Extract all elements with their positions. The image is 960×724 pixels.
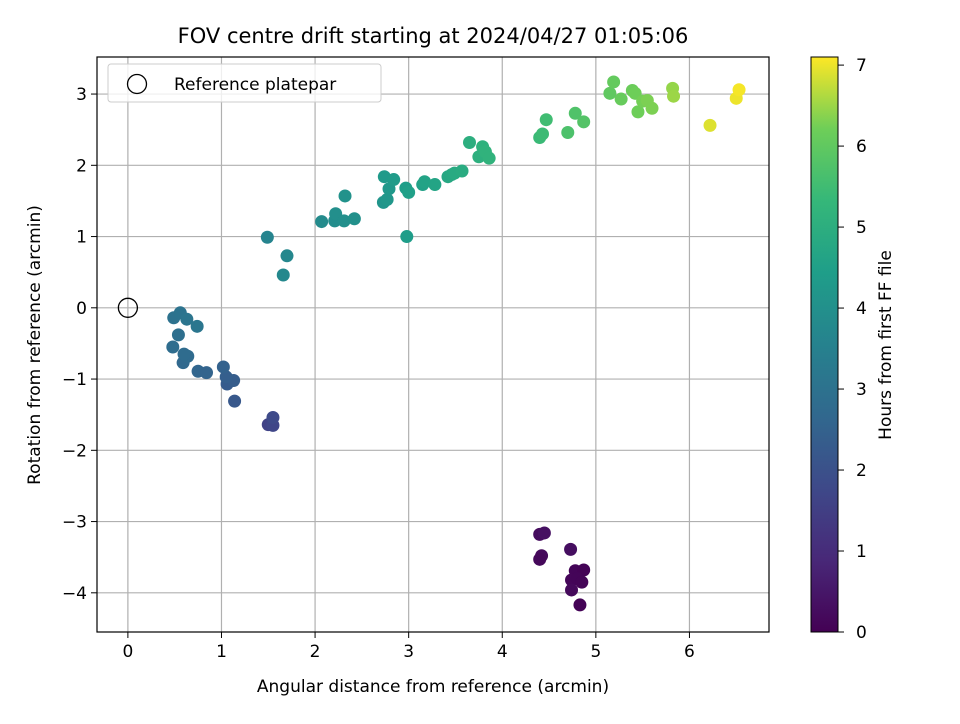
y-tick-label: −3 [62,513,87,533]
data-point [539,113,553,127]
grid [97,57,769,632]
data-point [667,89,681,103]
data-point [337,214,351,228]
y-tick-label: −4 [62,584,87,604]
legend: Reference platepar [107,63,382,103]
data-point [565,583,579,597]
data-point [387,173,401,187]
data-point [575,575,589,589]
colorbar: 0 1 2 3 4 5 6 7 Hours from first FF file [810,56,896,643]
x-tick-label: 1 [216,642,227,662]
colorbar-tick-label: 6 [856,137,867,157]
data-point [732,83,746,97]
data-point [577,115,591,129]
reference-platepar-marker [117,297,139,318]
data-point [455,164,469,178]
x-tick-label: 4 [497,642,508,662]
y-tick-label: 3 [76,85,87,105]
colorbar-gradient [810,56,839,633]
x-tick-label: 3 [403,642,414,662]
data-point [537,526,551,540]
y-axis-ticks: −4 −3 −2 −1 0 1 2 3 [62,85,97,604]
y-tick-label: 0 [76,299,87,319]
data-point [347,212,361,226]
data-point [380,193,394,207]
data-point [190,319,204,333]
legend-open-circle-marker [126,73,148,95]
data-point [276,268,290,282]
chart-title: FOV centre drift starting at 2024/04/27 … [178,24,689,48]
data-point [171,328,185,342]
x-axis-ticks: 0 1 2 3 4 5 6 [122,632,695,662]
y-axis-label: Rotation from reference (arcmin) [25,205,45,485]
y-tick-label: 2 [76,156,87,176]
data-point [533,552,547,566]
data-point [266,411,280,425]
x-axis-label: Angular distance from reference (arcmin) [257,677,609,697]
data-point [536,127,550,141]
data-points [166,75,746,612]
data-point [631,105,645,119]
colorbar-tick-label: 0 [856,623,867,643]
colorbar-tick-label: 2 [856,461,867,481]
data-point [603,86,617,100]
data-point [315,215,329,229]
x-tick-label: 5 [590,642,601,662]
colorbar-ticks: 0 1 2 3 4 5 6 7 [838,56,867,643]
colorbar-tick-label: 5 [856,218,867,238]
data-point [568,106,582,120]
data-point [463,136,477,150]
data-point [200,366,214,380]
data-point [402,185,416,199]
x-tick-label: 0 [122,642,133,662]
data-point [418,175,432,189]
colorbar-tick-label: 3 [856,380,867,400]
colorbar-label: Hours from first FF file [876,250,896,440]
y-tick-label: 1 [76,228,87,248]
legend-label-reference-platepar: Reference platepar [174,75,336,95]
data-point [338,189,352,203]
data-point [280,249,294,263]
data-point [180,312,194,326]
data-point [703,118,717,132]
legend-box [107,63,382,103]
x-tick-label: 2 [310,642,321,662]
data-point [166,340,180,354]
data-point [219,370,233,384]
x-tick-label: 6 [684,642,695,662]
data-point [400,230,414,244]
y-tick-label: −2 [62,441,87,461]
data-point [177,347,191,361]
data-point [645,101,659,115]
data-point [573,598,587,612]
reference-marker-layer [117,297,139,318]
data-point [228,394,242,408]
colorbar-tick-label: 1 [856,542,867,562]
y-tick-label: −1 [62,370,87,390]
plot-frame [96,56,770,633]
data-point [614,92,628,106]
colorbar-tick-label: 7 [856,56,867,76]
data-point [564,542,578,556]
data-point [260,230,274,244]
data-point [561,126,575,140]
data-point [607,75,621,89]
colorbar-tick-label: 4 [856,299,867,319]
data-point [482,151,496,165]
data-point [428,178,442,192]
data-point [216,360,230,374]
